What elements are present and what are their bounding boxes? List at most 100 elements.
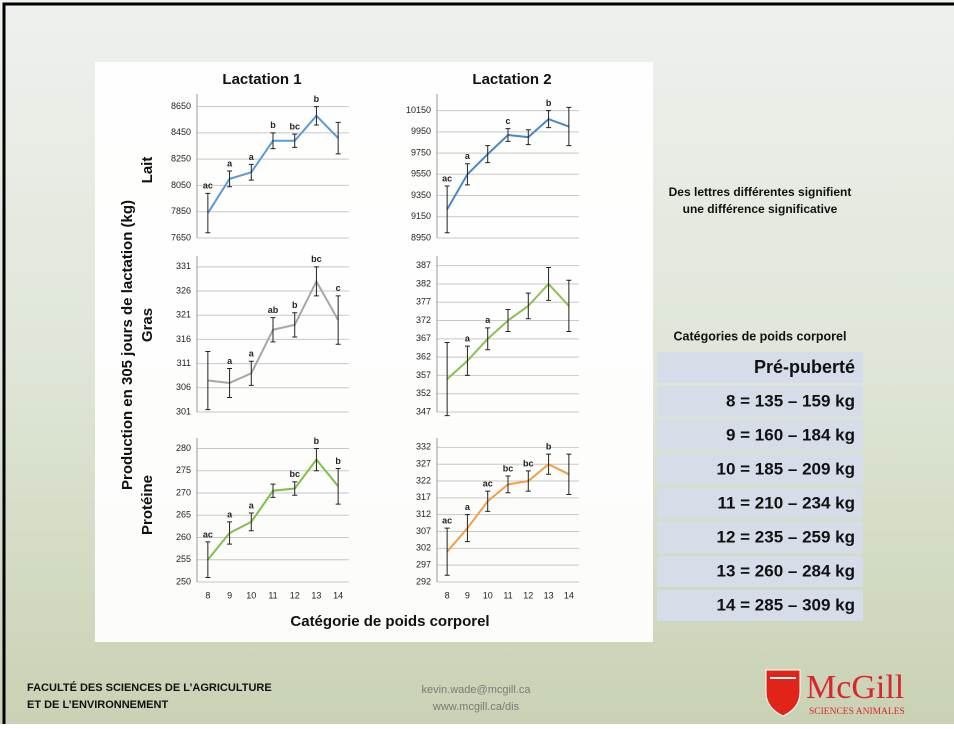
x-tick-label: 8 xyxy=(445,590,450,600)
y-tick-label: 9350 xyxy=(411,190,431,200)
table-header: Pré-puberté xyxy=(754,357,855,377)
row-label: Gras xyxy=(139,308,156,342)
y-tick-label: 307 xyxy=(416,526,431,536)
y-tick-label: 377 xyxy=(416,297,431,307)
slide: Lactation 1 Lactation 2 Production en 30… xyxy=(0,0,954,724)
significance-letter: bc xyxy=(311,254,322,264)
y-tick-label: 332 xyxy=(416,442,431,452)
x-tick-label: 13 xyxy=(544,590,554,600)
table-row: 14 = 285 – 309 kg xyxy=(717,595,855,614)
significance-letter: bc xyxy=(289,469,300,479)
column-title: Lactation 2 xyxy=(472,71,551,88)
column-title: Lactation 1 xyxy=(222,71,301,88)
significance-letter: bc xyxy=(503,463,514,473)
x-tick-label: 9 xyxy=(465,590,470,600)
y-tick-label: 9550 xyxy=(411,169,431,179)
significance-letter: b xyxy=(335,456,341,466)
x-tick-label: 10 xyxy=(246,590,256,600)
table-title: Catégories de poids corporel xyxy=(674,329,847,343)
y-tick-label: 362 xyxy=(416,351,431,361)
y-tick-label: 7850 xyxy=(171,206,191,216)
y-tick-label: 317 xyxy=(416,492,431,502)
y-tick-label: 357 xyxy=(416,370,431,380)
significance-letter: ab xyxy=(268,305,279,315)
x-tick-label: 11 xyxy=(503,590,512,600)
y-tick-label: 331 xyxy=(176,261,191,271)
y-tick-label: 9150 xyxy=(411,211,431,221)
row-label: Protéine xyxy=(139,475,156,535)
y-tick-label: 297 xyxy=(416,560,431,570)
y-tick-label: 10150 xyxy=(406,105,431,115)
y-tick-label: 7650 xyxy=(171,232,191,242)
y-tick-label: 8650 xyxy=(171,101,191,111)
significance-letter: bc xyxy=(289,122,300,132)
y-tick-label: 301 xyxy=(176,406,191,416)
y-axis-label: Production en 305 jours de lactation (kg… xyxy=(119,200,136,490)
y-tick-label: 382 xyxy=(416,278,431,288)
x-axis-label: Catégorie de poids corporel xyxy=(290,613,489,630)
significance-letter: ac xyxy=(483,478,493,488)
footer-faculty: FACULTÉ DES SCIENCES DE L’AGRICULTURE xyxy=(27,681,272,694)
y-tick-label: 8250 xyxy=(171,154,191,164)
footer-website: www.mcgill.ca/dis xyxy=(432,701,520,713)
y-tick-label: 280 xyxy=(176,443,191,453)
significance-letter: bc xyxy=(523,458,534,468)
y-tick-label: 387 xyxy=(416,260,431,270)
significance-letter: c xyxy=(336,283,341,293)
y-tick-label: 372 xyxy=(416,315,431,325)
y-tick-label: 322 xyxy=(416,475,431,485)
x-tick-label: 14 xyxy=(564,590,574,600)
y-tick-label: 250 xyxy=(176,576,191,586)
footer-faculty: ET DE L’ENVIRONNEMENT xyxy=(27,699,168,711)
y-tick-label: 347 xyxy=(416,406,431,416)
logo-subtitle: SCIENCES ANIMALES xyxy=(809,707,905,717)
note: une différence significative xyxy=(683,202,838,216)
significance-letter: ac xyxy=(203,529,213,539)
x-tick-label: 12 xyxy=(290,590,300,600)
y-tick-label: 352 xyxy=(416,388,431,398)
table-row: 9 = 160 – 184 kg xyxy=(726,425,855,444)
significance-letter: ac xyxy=(442,516,452,526)
logo: McGill xyxy=(806,669,904,706)
significance-letter: b xyxy=(546,98,552,108)
y-tick-label: 270 xyxy=(176,487,191,497)
x-tick-label: 14 xyxy=(333,590,343,600)
y-tick-label: 9750 xyxy=(411,147,431,157)
x-tick-label: 13 xyxy=(311,590,321,600)
table-row: 8 = 135 – 159 kg xyxy=(726,391,855,410)
y-tick-label: 302 xyxy=(416,543,431,553)
x-tick-label: 8 xyxy=(205,590,210,600)
significance-letter: b xyxy=(270,120,276,130)
y-tick-label: 311 xyxy=(177,358,191,368)
y-tick-label: 327 xyxy=(416,459,431,469)
significance-letter: b xyxy=(314,94,320,104)
footer-email: kevin.wade@mcgill.ca xyxy=(422,684,532,696)
y-tick-label: 275 xyxy=(176,465,191,475)
significance-letter: ac xyxy=(203,181,213,191)
x-tick-label: 12 xyxy=(523,590,533,600)
significance-letter: b xyxy=(292,300,298,310)
y-tick-label: 326 xyxy=(176,285,191,295)
row-label: Lait xyxy=(139,157,156,184)
significance-letter: b xyxy=(546,441,552,451)
table-row: 10 = 185 – 209 kg xyxy=(717,459,855,478)
y-tick-label: 8050 xyxy=(171,180,191,190)
significance-letter: b xyxy=(314,436,320,446)
table-row: 13 = 260 – 284 kg xyxy=(717,561,855,580)
note: Des lettres différentes signifient xyxy=(669,185,852,199)
y-tick-label: 265 xyxy=(176,510,191,520)
y-tick-label: 260 xyxy=(176,532,191,542)
y-tick-label: 321 xyxy=(176,310,191,320)
page: {"column_titles": ["Lactation 1", "Lacta… xyxy=(0,0,954,724)
table-row: 12 = 235 – 259 kg xyxy=(717,527,855,546)
x-tick-label: 10 xyxy=(483,590,493,600)
y-tick-label: 312 xyxy=(416,509,431,519)
y-tick-label: 255 xyxy=(176,554,191,564)
y-tick-label: 316 xyxy=(176,334,191,344)
x-tick-label: 11 xyxy=(268,590,277,600)
y-tick-label: 367 xyxy=(416,333,431,343)
table-row: 11 = 210 – 234 kg xyxy=(717,493,855,512)
y-tick-label: 9950 xyxy=(411,126,431,136)
significance-letter: c xyxy=(505,116,510,126)
y-tick-label: 8950 xyxy=(411,232,431,242)
